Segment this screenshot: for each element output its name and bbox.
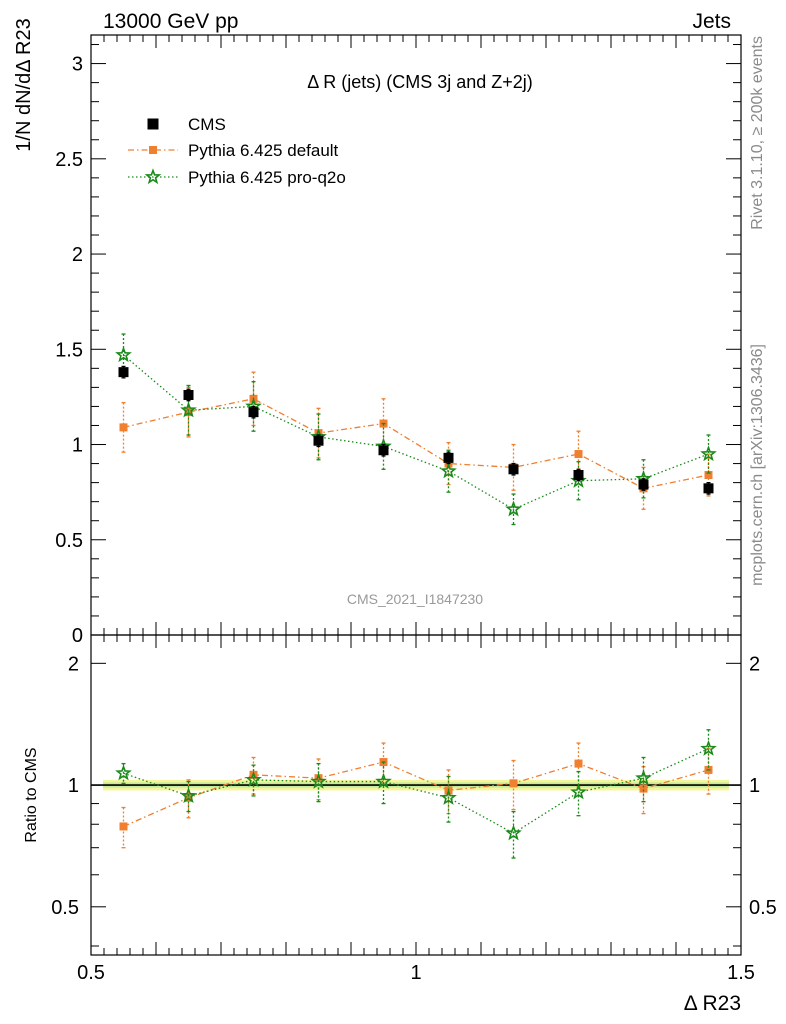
series-pythia-6-425-pro-q2o-marker [180, 401, 197, 418]
series-pythia-6-425-default-marker [574, 450, 583, 459]
analysis-id: CMS_2021_I1847230 [347, 591, 483, 607]
series-cms-marker [638, 479, 649, 490]
y-tick-label: 3 [72, 54, 83, 76]
series-pythia-6-425-pro-q2o-marker [440, 462, 457, 479]
ratio-tick-label: 0.5 [51, 897, 79, 919]
legend-label: Pythia 6.425 default [188, 141, 339, 160]
series-pythia-6-425-default-marker [314, 429, 323, 438]
legend-label: CMS [188, 115, 226, 134]
y-tick-label: 0.5 [55, 530, 83, 552]
y-tick-label: 2.5 [55, 149, 83, 171]
y-tick-label: 2 [72, 244, 83, 266]
plot-title: Δ R (jets) (CMS 3j and Z+2j) [307, 72, 533, 92]
main-series-layer [115, 333, 717, 526]
legend-marker [149, 146, 157, 154]
series-cms-marker [183, 390, 194, 400]
ratio-pythia-6-425-default-marker [119, 822, 128, 831]
ratio-pythia-6-425-pro-q2o-marker [375, 772, 392, 789]
header-right: Jets [692, 10, 731, 33]
y-tick-label: 1.5 [55, 339, 83, 361]
ratio-pythia-6-425-pro-q2o-marker [570, 783, 587, 800]
ratio-series-layer [115, 729, 717, 859]
legend-marker [147, 118, 159, 130]
ratio-pythia-6-425-pro-q2o-marker [635, 769, 652, 786]
series-cms-marker [313, 435, 324, 446]
ratio-axis-label: Ratio to CMS [23, 747, 40, 842]
legend-marker [144, 168, 162, 185]
series-cms-marker [703, 483, 714, 494]
ratio-pythia-6-425-pro-q2o-marker [505, 824, 522, 841]
series-pythia-6-425-default-line [123, 398, 709, 490]
series-cms-marker [118, 367, 129, 378]
ratio-pythia-6-425-default-marker [314, 774, 323, 783]
ratio-pythia-6-425-pro-q2o-line [123, 748, 709, 835]
ratio-pythia-6-425-pro-q2o-marker [245, 771, 262, 787]
y-axis-label-text: 1/N dN/dΔ R23 [13, 18, 35, 151]
x-tick-label: 0.5 [77, 962, 105, 984]
series-pythia-6-425-pro-q2o-marker [700, 445, 717, 462]
header-left: 13000 GeV pp [103, 10, 238, 33]
legend-label: Pythia 6.425 pro-q2o [188, 168, 346, 187]
ratio-pythia-6-425-default-marker [574, 759, 583, 768]
series-pythia-6-425-pro-q2o-line [123, 354, 709, 511]
ratio-pythia-6-425-pro-q2o-marker [310, 772, 327, 789]
ratio-pythia-6-425-default-marker [509, 779, 518, 788]
ratio-pythia-6-425-pro-q2o-marker [180, 787, 197, 804]
mcplots-label: mcplots.cern.ch [arXiv:1306.3436] [749, 344, 766, 586]
series-pythia-6-425-pro-q2o-marker [505, 500, 522, 517]
ratio-tick-label-right: 0.5 [749, 897, 777, 919]
series-cms-marker [248, 407, 259, 418]
y-tick-label: 0 [72, 625, 83, 647]
series-pythia-6-425-default-marker [119, 423, 128, 432]
y-axis-label: 1/N dN/dΔ R23 [13, 18, 35, 151]
series-cms-marker [573, 470, 584, 480]
series-pythia-6-425-default-marker [704, 471, 713, 479]
ratio-pythia-6-425-pro-q2o-marker [440, 789, 457, 805]
ratio-tick-label: 2 [68, 653, 79, 675]
ratio-axis-label-text: Ratio to CMS [23, 747, 40, 842]
x-tick-label: 1 [410, 962, 421, 984]
x-tick-label: 1.5 [727, 962, 755, 984]
y-tick-label: 1 [72, 435, 83, 457]
series-pythia-6-425-pro-q2o-marker [115, 346, 132, 363]
ratio-tick-label-right: 2 [749, 653, 760, 675]
ratio-pythia-6-425-pro-q2o-marker [700, 739, 717, 756]
legend: CMS Pythia 6.425 default Pythia 6.425 pro-… [128, 115, 346, 187]
ratio-pythia-6-425-default-marker [639, 784, 648, 793]
ratio-pythia-6-425-default-line [123, 761, 709, 828]
axis-ticks: 0.5 1 1.5 0 0.5 1 1.5 2 2.5 3 0.5 0.5 1 1 2 2 [51, 35, 777, 984]
ratio-tick-label: 1 [68, 775, 79, 797]
ratio-tick-label-right: 1 [749, 775, 760, 797]
rivet-version-label: Rivet 3.1.10, ≥ 200k events [749, 36, 766, 230]
series-cms-marker [508, 464, 519, 475]
x-axis-label: Δ R23 [684, 992, 741, 1015]
ratio-pythia-6-425-pro-q2o-marker [115, 764, 132, 781]
ratio-band [91, 779, 741, 791]
series-cms-marker [443, 452, 454, 463]
series-cms-marker [378, 445, 389, 456]
